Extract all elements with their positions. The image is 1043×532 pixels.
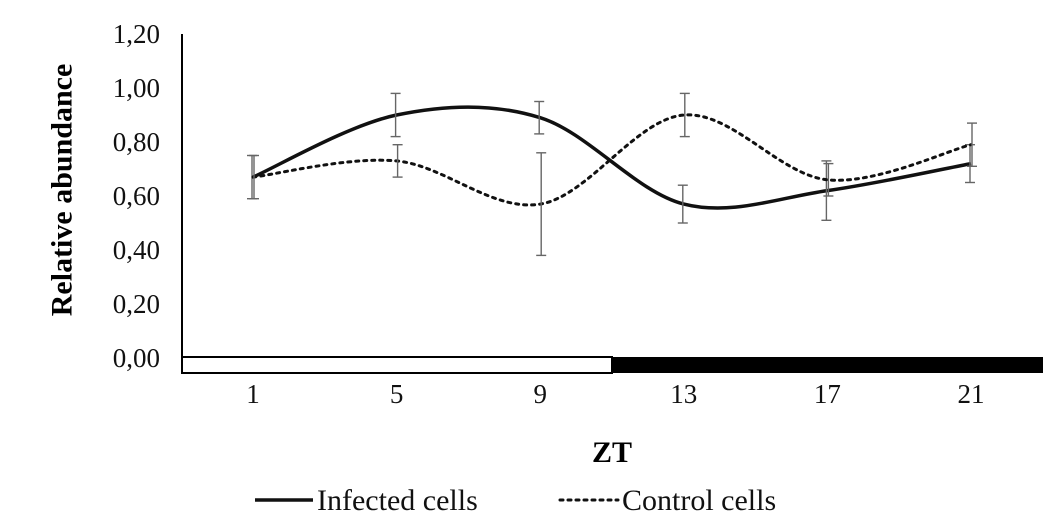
y-tick-label: 0,80 <box>113 127 160 157</box>
x-tick-label: 13 <box>670 379 697 409</box>
plot-area: 0,00 0,20 0,40 0,60 0,80 1,00 1,20 1 5 9 13 17 21 <box>113 19 1043 409</box>
error-bar-control-cells <box>392 143 403 178</box>
error-bar-infected-cells <box>821 160 832 222</box>
x-axis-title: ZT <box>592 436 632 469</box>
x-tick-label: 17 <box>814 379 841 409</box>
y-axis-title: Relative abundance <box>46 64 79 317</box>
y-tick-label: 0,00 <box>113 343 160 373</box>
x-tick-label: 1 <box>246 379 260 409</box>
error-bar-control-cells <box>536 152 547 257</box>
legend-label-control-cells: Control cells <box>622 484 776 517</box>
error-bar-control-cells <box>967 122 977 168</box>
x-tick-label: 5 <box>390 379 404 409</box>
y-tick-label: 0,60 <box>113 181 160 211</box>
y-tick-label: 1,20 <box>113 19 160 49</box>
error-bar-infected-cells <box>534 100 545 135</box>
y-tick-label: 1,00 <box>113 73 160 103</box>
series-line-infected-cells <box>252 105 972 210</box>
y-tick-label: 0,40 <box>113 235 160 265</box>
error-bar-control-cells <box>249 154 259 200</box>
y-tick-label: 0,20 <box>113 289 160 319</box>
error-bar-control-cells <box>679 92 690 138</box>
legend-label-infected-cells: Infected cells <box>317 484 478 517</box>
dark-period-bar <box>612 357 1043 373</box>
x-tick-label: 21 <box>958 379 985 409</box>
x-tick-label: 9 <box>533 379 547 409</box>
y-axis-title-group: Relative abundance <box>46 64 79 317</box>
error-bar-control-cells <box>823 162 834 197</box>
error-bar-infected-cells <box>390 92 401 138</box>
series-line-control-cells <box>251 113 973 207</box>
light-period-bar <box>181 356 613 374</box>
error-bar-infected-cells <box>677 184 688 224</box>
legend: Infected cells Control cells <box>255 484 776 517</box>
